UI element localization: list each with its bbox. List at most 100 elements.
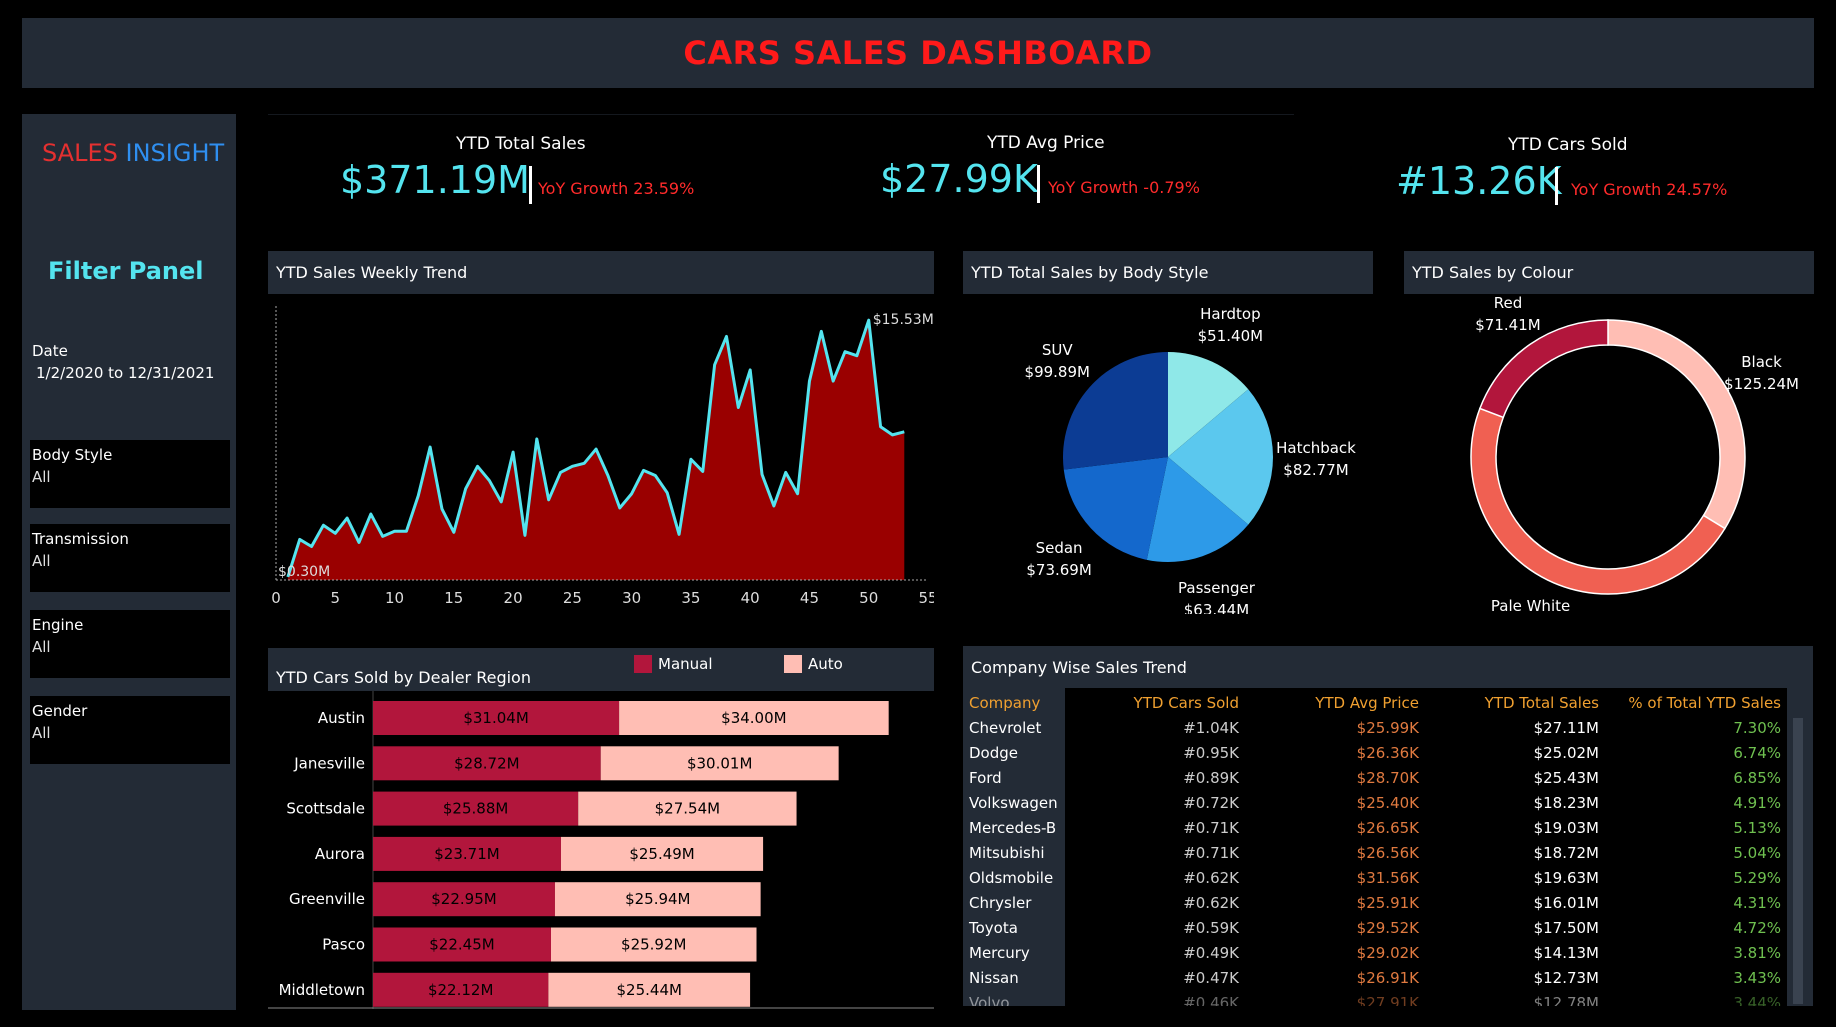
- slice-pale-white: [1470, 407, 1726, 595]
- slice-hatchback: [1168, 389, 1273, 525]
- title-bar: CARS SALES DASHBOARD: [22, 18, 1814, 88]
- body-style-pie-chart: Hardtop $51.40M Hatchback $82.77M Passenger $…: [1025, 305, 1357, 619]
- table-row[interactable]: Volvo #0.46K $27.91K $12.78M 3.44%: [963, 990, 1787, 1007]
- slice-category-label: Hardtop: [1200, 305, 1260, 323]
- slice-red: [1478, 319, 1609, 419]
- company-table: Company YTD Cars Sold YTD Avg Price YTD …: [963, 690, 1787, 1007]
- table-row[interactable]: Mitsubishi #0.71K $26.56K $18.72M 5.04%: [963, 840, 1787, 865]
- filter-value[interactable]: All: [32, 468, 51, 486]
- legend-label-manual: Manual: [658, 655, 713, 673]
- table-cell: #0.72K: [1183, 793, 1239, 812]
- x-tick-label: 55: [918, 589, 934, 607]
- table-cell: #0.46K: [1183, 993, 1239, 1007]
- bar-value-label: $27.54M: [655, 800, 720, 818]
- slice-value-label: $125.24M: [1724, 375, 1799, 393]
- date-filter-label: Date: [32, 342, 68, 360]
- table-row[interactable]: Volkswagen #0.72K $25.40K $18.23M 4.91%: [963, 790, 1787, 815]
- filter-body-style[interactable]: Body Style All: [30, 440, 230, 508]
- bar-value-label: $30.01M: [687, 754, 752, 772]
- bar-auto: [560, 836, 764, 871]
- kpi-value: $27.99K: [880, 157, 1038, 201]
- x-tick-label: 35: [681, 589, 700, 607]
- table-cell: Chevrolet: [969, 718, 1042, 737]
- table-cell: $26.65K: [1356, 818, 1419, 837]
- kpi-title: YTD Cars Sold: [1508, 135, 1628, 155]
- table-cell: #0.71K: [1183, 843, 1239, 862]
- bar-value-label: $25.88M: [443, 800, 508, 818]
- kpi-avg-price: YTD Avg Price $27.99K YoY Growth -0.79%: [840, 114, 1260, 222]
- brand-part-2: INSIGHT: [125, 139, 225, 167]
- table-row[interactable]: Oldsmobile #0.62K $31.56K $19.63M 5.29%: [963, 865, 1787, 890]
- slice-category-label: Red: [1494, 294, 1523, 312]
- slice-value-label: $63.44M: [1184, 601, 1249, 614]
- colour-header: YTD Sales by Colour: [1404, 251, 1814, 294]
- filter-engine[interactable]: Engine All: [30, 610, 230, 678]
- bar-auto: [550, 927, 757, 962]
- table-cell: $19.03M: [1533, 818, 1599, 837]
- filter-value[interactable]: All: [32, 552, 51, 570]
- table-scrollbar[interactable]: [1793, 718, 1803, 1004]
- bar-manual: [373, 746, 601, 781]
- table-row[interactable]: Dodge #0.95K $26.36K $25.02M 6.74%: [963, 740, 1787, 765]
- bar-value-label: $22.12M: [428, 981, 493, 999]
- col-cars-sold[interactable]: YTD Cars Sold: [1133, 693, 1239, 712]
- table-cell: $25.91K: [1356, 893, 1419, 912]
- table-cell: Mercedes-B: [969, 818, 1057, 837]
- x-tick-label: 40: [741, 589, 760, 607]
- col-total-sales[interactable]: YTD Total Sales: [1484, 693, 1599, 712]
- bar-auto: [554, 882, 761, 917]
- bar-category-label: Greenville: [289, 890, 365, 908]
- table-row[interactable]: Chrysler #0.62K $25.91K $16.01M 4.31%: [963, 890, 1787, 915]
- filter-gender[interactable]: Gender All: [30, 696, 230, 764]
- company-body: Company YTD Cars Sold YTD Avg Price YTD …: [963, 688, 1813, 1006]
- table-cell: #0.47K: [1183, 968, 1239, 987]
- col-pct-total[interactable]: % of Total YTD Sales: [1628, 693, 1781, 712]
- brand-part-1: SALES: [42, 139, 118, 167]
- bar-category-label: Janesville: [293, 754, 365, 772]
- table-cell: #0.59K: [1183, 918, 1239, 937]
- table-row[interactable]: Chevrolet #1.04K $25.99K $27.11M 7.30%: [963, 715, 1787, 740]
- trend-line: [286, 318, 905, 578]
- weekly-trend-chart: 0 5 10 15 20 25 30 35 40 45 50 55 $15.53M $0.30M: [271, 306, 938, 607]
- dealer-region-body: Austin $31.04M $34.00M Janesville $28.72M $30…: [268, 691, 934, 1011]
- table-cell: 6.85%: [1733, 768, 1781, 787]
- col-company[interactable]: Company: [969, 693, 1041, 712]
- slice-value-label: $99.89M: [1025, 363, 1090, 381]
- table-row[interactable]: Nissan #0.47K $26.91K $12.73M 3.43%: [963, 965, 1787, 990]
- bar-manual: [373, 972, 549, 1007]
- slice-category-label: SUV: [1042, 341, 1074, 359]
- table-cell: Toyota: [969, 918, 1018, 937]
- weekly-trend-header: YTD Sales Weekly Trend: [268, 251, 934, 294]
- filter-value[interactable]: All: [32, 638, 51, 656]
- col-avg-price[interactable]: YTD Avg Price: [1315, 693, 1419, 712]
- table-cell: 4.91%: [1733, 793, 1781, 812]
- table-row[interactable]: Toyota #0.59K $29.52K $17.50M 4.72%: [963, 915, 1787, 940]
- table-cell: $25.99K: [1356, 718, 1419, 737]
- filter-transmission[interactable]: Transmission All: [30, 524, 230, 592]
- date-filter-value[interactable]: 1/2/2020 to 12/31/2021: [36, 364, 215, 382]
- filter-value[interactable]: All: [32, 724, 51, 742]
- kpi-separator: [1037, 165, 1040, 203]
- table-cell: Ford: [969, 768, 1002, 787]
- table-cell: $18.72M: [1533, 843, 1599, 862]
- bar-category-label: Austin: [318, 709, 365, 727]
- table-row[interactable]: Ford #0.89K $28.70K $25.43M 6.85%: [963, 765, 1787, 790]
- bar-auto: [578, 791, 797, 826]
- table-cell: Chrysler: [969, 893, 1032, 912]
- kpi-growth: YoY Growth 24.57%: [1571, 180, 1728, 199]
- x-tick-label: 45: [800, 589, 819, 607]
- dealer-region-title: YTD Cars Sold by Dealer Region: [276, 668, 531, 687]
- table-cell: #1.04K: [1183, 718, 1239, 737]
- table-row[interactable]: Mercury #0.49K $29.02K $14.13M 3.81%: [963, 940, 1787, 965]
- table-row[interactable]: Mercedes-B #0.71K $26.65K $19.03M 5.13%: [963, 815, 1787, 840]
- table-cell: $19.63M: [1533, 868, 1599, 887]
- kpi-strip: [268, 114, 1294, 222]
- slice-category-label: Hatchback: [1276, 439, 1356, 457]
- kpi-separator: [1555, 167, 1558, 205]
- slice-value-label: $73.69M: [1026, 561, 1091, 579]
- weekly-trend-title: YTD Sales Weekly Trend: [276, 263, 468, 282]
- bar-category-label: Middletown: [279, 981, 365, 999]
- filter-panel-title: Filter Panel: [48, 257, 204, 285]
- table-cell: $26.36K: [1356, 743, 1419, 762]
